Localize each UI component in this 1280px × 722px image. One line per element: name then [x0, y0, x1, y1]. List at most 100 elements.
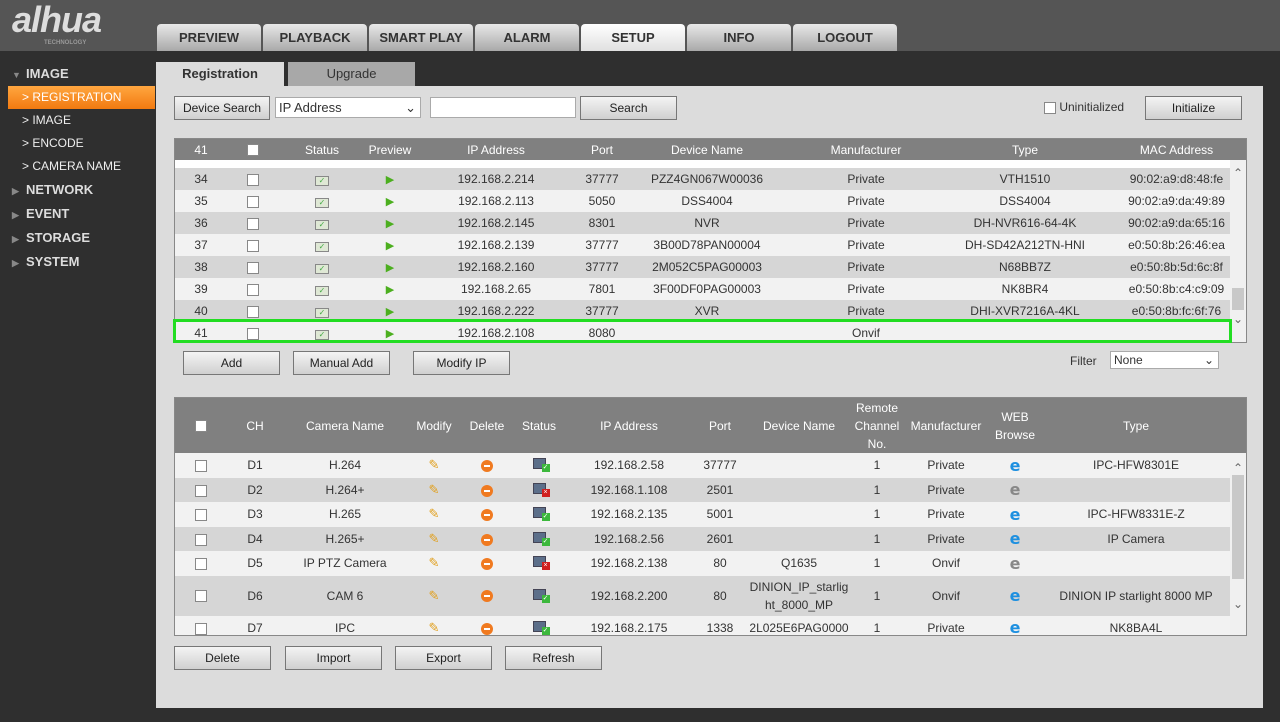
uninitialized-checkbox[interactable]: Uninitialized — [1044, 100, 1124, 114]
row-checkbox[interactable] — [195, 533, 207, 546]
delete-icon[interactable] — [481, 484, 493, 497]
channel-row[interactable]: D2 H.264+ ✎ × 192.168.1.108 2501 1 Private e — [175, 477, 1246, 502]
nav-tab-setup[interactable]: SETUP — [581, 24, 685, 51]
scroll-up-icon[interactable]: ⌃ — [1232, 166, 1244, 180]
device-table-scrollbar[interactable]: ⌃ ⌄ — [1230, 160, 1246, 342]
row-checkbox[interactable] — [247, 283, 259, 296]
sidebar-item-encode[interactable]: > ENCODE — [0, 132, 155, 155]
device-row[interactable]: 34 ✓ ▶ 192.168.2.214 37777 PZZ4GN067W00036 Pri… — [175, 168, 1246, 190]
sidebar-item-registration[interactable]: > REGISTRATION — [8, 86, 155, 109]
sidebar-group-event[interactable]: ▶ EVENT — [0, 202, 155, 226]
channel-row[interactable]: D4 H.265+ ✎ ✓ 192.168.2.56 2601 1 Private e IP Ca… — [175, 526, 1246, 551]
add-button[interactable]: Add — [183, 351, 280, 375]
channel-row[interactable]: D6 CAM 6 ✎ ✓ 192.168.2.200 80 DINION_IP_starli… — [175, 575, 1246, 616]
modify-ip-button[interactable]: Modify IP — [413, 351, 510, 375]
sidebar-group-network[interactable]: ▶ NETWORK — [0, 178, 155, 202]
scroll-up-icon[interactable]: ⌃ — [1232, 461, 1244, 475]
scroll-down-icon[interactable]: ⌄ — [1232, 597, 1244, 611]
row-checkbox[interactable] — [195, 558, 207, 571]
row-checkbox[interactable] — [247, 195, 259, 208]
play-icon[interactable]: ▶ — [385, 240, 395, 252]
export-button[interactable]: Export — [395, 646, 492, 670]
row-checkbox[interactable] — [247, 217, 259, 230]
row-checkbox[interactable] — [195, 484, 207, 497]
search-button[interactable]: Search — [580, 96, 677, 120]
row-checkbox[interactable] — [195, 509, 207, 522]
sidebar-group-storage[interactable]: ▶ STORAGE — [0, 226, 155, 250]
row-checkbox[interactable] — [247, 305, 259, 318]
web-browse-ie-icon[interactable]: e — [1009, 455, 1021, 475]
row-checkbox[interactable] — [247, 239, 259, 252]
sidebar-item-image[interactable]: > IMAGE — [0, 109, 155, 132]
row-checkbox[interactable] — [195, 622, 207, 635]
play-icon[interactable]: ▶ — [385, 196, 395, 208]
manual-add-button[interactable]: Manual Add — [293, 351, 390, 375]
sidebar-item-camera-name[interactable]: > CAMERA NAME — [0, 155, 155, 178]
tab-upgrade[interactable]: Upgrade — [288, 62, 415, 87]
channel-row[interactable]: D7 IPC ✎ ✓ 192.168.2.175 1338 2L025E6PAG0000 1 P… — [175, 615, 1246, 636]
nav-tab-preview[interactable]: PREVIEW — [157, 24, 261, 51]
edit-pencil-icon[interactable]: ✎ — [428, 587, 440, 603]
edit-pencil-icon[interactable]: ✎ — [428, 506, 440, 522]
nav-tab-smart-play[interactable]: SMART PLAY — [369, 24, 473, 51]
channel-row[interactable]: D1 H.264 ✎ ✓ 192.168.2.58 37777 1 Private e IPC-H… — [175, 453, 1246, 478]
edit-pencil-icon[interactable]: ✎ — [428, 457, 440, 473]
sidebar-group-system[interactable]: ▶ SYSTEM — [0, 250, 155, 274]
delete-icon[interactable] — [481, 590, 493, 603]
search-type-select[interactable]: IP Address ⌄ — [275, 97, 421, 118]
web-browse-ie-icon[interactable]: e — [1009, 618, 1021, 636]
play-icon[interactable]: ▶ — [385, 284, 395, 296]
device-row[interactable]: 35 ✓ ▶ 192.168.2.113 5050 DSS4004 Private DSS40… — [175, 190, 1246, 212]
nav-tab-playback[interactable]: PLAYBACK — [263, 24, 367, 51]
play-icon[interactable]: ▶ — [385, 218, 395, 230]
row-checkbox[interactable] — [247, 261, 259, 274]
import-button[interactable]: Import — [285, 646, 382, 670]
play-icon[interactable]: ▶ — [385, 174, 395, 186]
play-icon[interactable]: ▶ — [385, 306, 395, 318]
channel-row[interactable]: D5 IP PTZ Camera ✎ × 192.168.2.138 80 Q1635 1 On… — [175, 551, 1246, 576]
row-checkbox[interactable] — [247, 327, 259, 340]
channel-row[interactable]: D3 H.265 ✎ ✓ 192.168.2.135 5001 1 Private e IPC-H… — [175, 502, 1246, 527]
device-row[interactable]: 38 ✓ ▶ 192.168.2.160 37777 2M052C5PAG00003 Pri… — [175, 256, 1246, 278]
select-all-checkbox[interactable] — [247, 144, 259, 157]
play-icon[interactable]: ▶ — [385, 328, 395, 340]
web-browse-ie-icon[interactable]: e — [1009, 504, 1021, 524]
edit-pencil-icon[interactable]: ✎ — [428, 555, 440, 571]
web-browse-ie-icon[interactable]: e — [1009, 586, 1021, 605]
device-row[interactable]: 36 ✓ ▶ 192.168.2.145 8301 NVR Private DH-NVR616… — [175, 212, 1246, 234]
row-checkbox[interactable] — [247, 173, 259, 186]
row-checkbox[interactable] — [195, 590, 207, 603]
device-search-button[interactable]: Device Search — [174, 96, 270, 120]
nav-tab-logout[interactable]: LOGOUT — [793, 24, 897, 51]
delete-icon[interactable] — [481, 622, 493, 635]
delete-icon[interactable] — [481, 460, 493, 473]
play-icon[interactable]: ▶ — [385, 262, 395, 274]
device-row[interactable]: 39 ✓ ▶ 192.168.2.65 7801 3F00DF0PAG00003 Priva… — [175, 278, 1246, 300]
device-row[interactable]: 41 ✓ ▶ 192.168.2.108 8080 Onvif — [175, 322, 1246, 342]
initialize-button[interactable]: Initialize — [1145, 96, 1242, 120]
scroll-down-icon[interactable]: ⌄ — [1232, 312, 1244, 326]
delete-icon[interactable] — [481, 558, 493, 571]
web-browse-ie-icon[interactable]: e — [1009, 529, 1021, 549]
delete-icon[interactable] — [481, 533, 493, 546]
delete-icon[interactable] — [481, 509, 493, 522]
cell-type: DINION IP starlight 8000 MP — [1041, 575, 1231, 616]
delete-button[interactable]: Delete — [174, 646, 271, 670]
select-all-channels-checkbox[interactable] — [195, 420, 207, 433]
refresh-button[interactable]: Refresh — [505, 646, 602, 670]
edit-pencil-icon[interactable]: ✎ — [428, 481, 440, 497]
tab-registration[interactable]: Registration — [156, 62, 284, 87]
sidebar-group-image[interactable]: ▼ IMAGE — [0, 62, 155, 86]
nav-tab-info[interactable]: INFO — [687, 24, 791, 51]
device-row[interactable]: 37 ✓ ▶ 192.168.2.139 37777 3B00D78PAN00004 Pri… — [175, 234, 1246, 256]
triangle-right-icon: ▶ — [12, 186, 19, 196]
channel-table-scrollbar[interactable]: ⌃ ⌄ — [1230, 453, 1246, 635]
filter-select[interactable]: None ⌄ — [1110, 351, 1219, 369]
edit-pencil-icon[interactable]: ✎ — [428, 619, 440, 635]
search-input[interactable] — [430, 97, 576, 118]
device-row[interactable]: 40 ✓ ▶ 192.168.2.222 37777 XVR Private DHI-XVR7… — [175, 300, 1246, 322]
edit-pencil-icon[interactable]: ✎ — [428, 530, 440, 546]
uninitialized-label: Uninitialized — [1059, 100, 1125, 114]
row-checkbox[interactable] — [195, 460, 207, 473]
nav-tab-alarm[interactable]: ALARM — [475, 24, 579, 51]
